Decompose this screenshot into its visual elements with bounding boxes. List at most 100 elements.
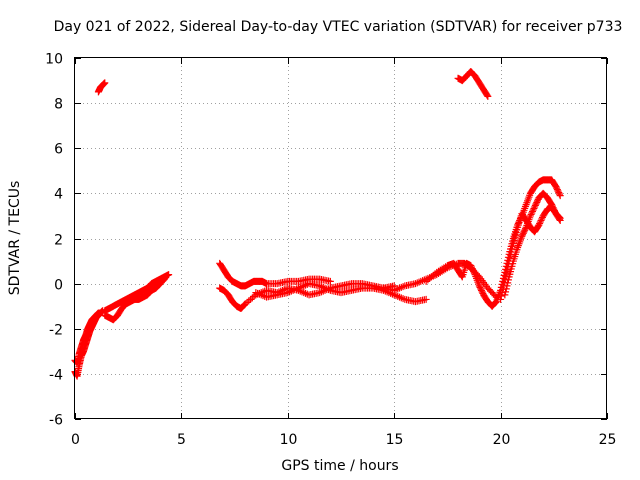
data-point	[499, 282, 507, 290]
data-point	[535, 221, 543, 229]
x-tick-label: 0	[71, 432, 80, 448]
data-point	[476, 283, 484, 291]
data-point	[555, 190, 563, 198]
data-point	[467, 262, 475, 270]
data-point	[531, 203, 539, 211]
data-point	[469, 266, 477, 274]
tick-layer: 0 5 10 15 20 25 -6 -4 -2 0 2 4 6 8 10	[45, 52, 616, 449]
x-axis-label: GPS time / hours	[281, 458, 398, 474]
x-tick-label: 5	[177, 432, 186, 448]
data-point	[508, 245, 516, 253]
data-point	[552, 183, 560, 191]
series-track-early-rise-upper	[71, 309, 105, 367]
y-tick-label: 4	[54, 187, 63, 203]
data-point	[555, 215, 563, 223]
x-tick-label: 15	[386, 432, 404, 448]
data-point	[520, 228, 528, 236]
data-point	[521, 226, 529, 234]
y-tick-label: 10	[45, 52, 63, 68]
data-point	[160, 276, 168, 284]
data-point	[505, 257, 513, 265]
data-point	[468, 265, 476, 273]
data-point	[554, 187, 562, 195]
data-point	[470, 268, 478, 276]
data-point	[536, 219, 544, 227]
y-tick-label: -6	[49, 413, 63, 429]
data-point	[507, 248, 515, 256]
series-track-high-1	[94, 79, 109, 96]
data-point	[477, 285, 485, 293]
data-point	[502, 272, 510, 280]
data-point	[526, 212, 534, 220]
data-point	[527, 210, 535, 218]
data-point	[470, 269, 478, 277]
x-tick-label: 20	[493, 432, 511, 448]
data-point	[483, 91, 491, 99]
series-track-early-rise	[71, 307, 107, 380]
data-point	[519, 229, 527, 237]
data-point	[484, 92, 492, 100]
data-point	[97, 309, 105, 317]
y-tick-label: -2	[49, 323, 63, 339]
data-point	[504, 263, 512, 271]
data-point	[553, 186, 561, 194]
data-point	[504, 276, 512, 284]
data-point	[160, 275, 168, 283]
data-point	[530, 204, 538, 212]
series-track-evening-rise-3	[497, 203, 564, 303]
data-point	[500, 278, 508, 286]
y-tick-label: -4	[49, 368, 63, 384]
series-track-morning-lower	[101, 275, 168, 324]
data-point	[506, 254, 514, 262]
data-point	[556, 192, 564, 200]
data-point	[507, 251, 515, 259]
grid-layer	[75, 58, 607, 419]
data-point	[518, 232, 526, 240]
data-point	[502, 269, 510, 277]
data-point	[553, 184, 561, 192]
data-points	[71, 68, 564, 380]
data-point	[422, 295, 430, 303]
data-point	[533, 197, 541, 205]
series-track-midday-1	[216, 259, 334, 290]
data-point	[101, 79, 109, 87]
data-point	[159, 277, 167, 285]
x-tick-label: 10	[280, 432, 298, 448]
data-point	[521, 225, 529, 233]
data-point	[538, 215, 546, 223]
data-point	[532, 200, 540, 208]
chart-title: Day 021 of 2022, Sidereal Day-to-day VTE…	[54, 19, 623, 35]
x-tick-label: 25	[599, 432, 617, 448]
data-point	[475, 282, 483, 290]
data-point	[477, 286, 485, 294]
data-point	[240, 301, 248, 309]
data-point	[499, 285, 507, 293]
data-point	[497, 295, 505, 303]
data-point	[529, 207, 537, 215]
data-point	[556, 216, 564, 224]
data-point	[165, 271, 173, 279]
data-point	[497, 292, 505, 300]
data-point	[468, 263, 476, 271]
data-point	[536, 218, 544, 226]
series-track-midday-3	[252, 280, 430, 306]
y-tick-label: 8	[54, 97, 63, 113]
y-tick-label: 6	[54, 142, 63, 158]
data-point	[519, 231, 527, 239]
data-point	[555, 189, 563, 197]
series-track-morning	[101, 271, 173, 315]
data-point	[533, 198, 541, 206]
plot-frame	[74, 57, 607, 419]
data-point	[503, 266, 511, 274]
data-point	[537, 216, 545, 224]
y-tick-label: 2	[54, 233, 63, 249]
data-point	[504, 260, 512, 268]
data-point	[529, 206, 537, 214]
data-point	[498, 289, 506, 297]
y-tick-label: 0	[54, 278, 63, 294]
data-point	[528, 209, 536, 217]
series-track-afternoon-2	[422, 259, 496, 310]
data-point	[509, 242, 517, 250]
y-axis-label: SDTVAR / TECUs	[7, 181, 23, 296]
